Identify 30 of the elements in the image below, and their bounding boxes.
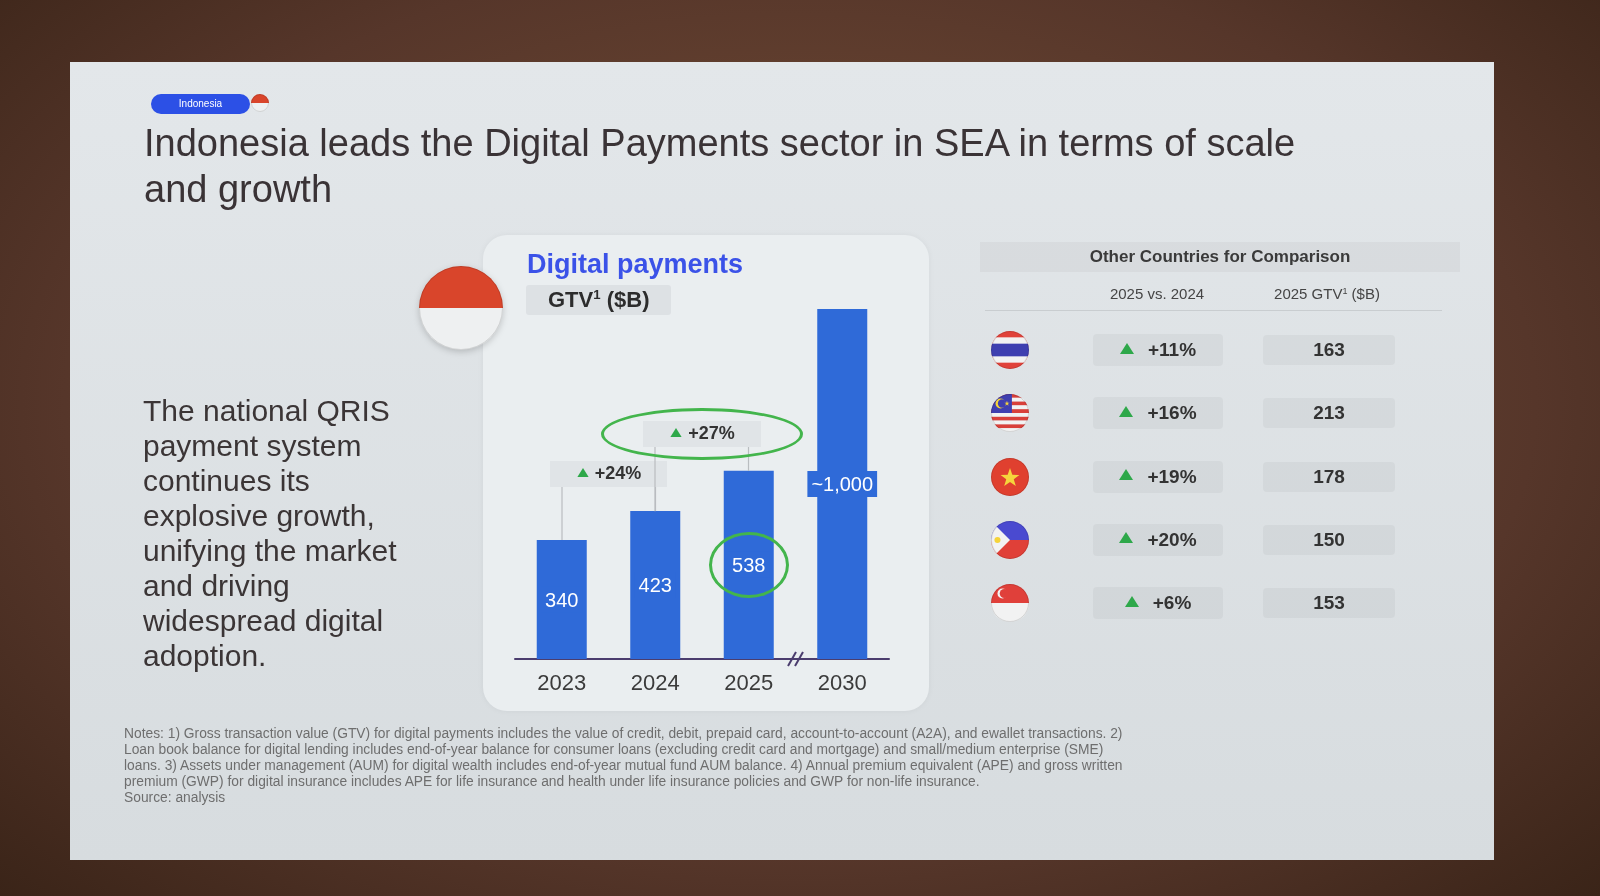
source-note: Source: analysis: [124, 790, 227, 806]
data-label: 340: [545, 588, 579, 611]
text: +19%: [1147, 465, 1197, 488]
text: Other Countries for Comparison: [980, 242, 1460, 272]
data-label: 423: [638, 573, 672, 596]
data-label: ~1,000: [811, 473, 874, 495]
text: Notes: 1) Gross transaction value (GTV) for digital payments includes the value of credit, debit, prepaid card, account-to-account (A2A), and ewallet transactions. 2) Loan book balance for digital lending includes end-of-year balance for consumer loans (excluding credit card and mortgage) and small/medium enterprise (SME) loans. 3) Assets under management (AUM) for digital wealth includes end-of-year mutual fund AUM balance. 4) Annual premium equivalent (APE) and gross written premium (GWP) for digital insurance includes APE for life insurance and health under life insurance policies and GWP for non-life insurance.: [124, 726, 1124, 790]
text: Indonesia leads the Digital Payments sector in SEA in terms of scale and growth: [144, 121, 1297, 212]
text: 178: [1263, 461, 1395, 492]
text: +20%: [1147, 528, 1197, 551]
text: 213: [1263, 398, 1395, 429]
chart-subtitle: GTV$^{1}$ ($B): [526, 285, 672, 315]
x-tick-label: 2025: [724, 669, 774, 695]
text: Indonesia: [151, 94, 250, 114]
text: 163: [1263, 335, 1395, 365]
text: The national QRIS payment system continues its explosive growth, unifying the market and driving widespread digital adoption.: [143, 393, 398, 673]
x-tick-label: 2024: [630, 669, 680, 695]
x-tick-label: 2030: [817, 669, 867, 695]
text: +6%: [1152, 592, 1192, 614]
chart-title: Digital payments: [527, 249, 744, 280]
text: +11%: [1147, 339, 1197, 361]
text: +16%: [1147, 402, 1197, 425]
annotation: +24%: [594, 463, 642, 485]
text: 2025 vs. 2024: [1108, 285, 1206, 302]
text: 2025 GTV$^{1}$ ($B): [1273, 285, 1381, 302]
annotation: +27%: [688, 423, 735, 445]
text: 153: [1263, 588, 1395, 618]
text: 150: [1263, 524, 1395, 555]
x-tick-label: 2023: [537, 669, 587, 695]
data-label: 538: [732, 553, 766, 576]
